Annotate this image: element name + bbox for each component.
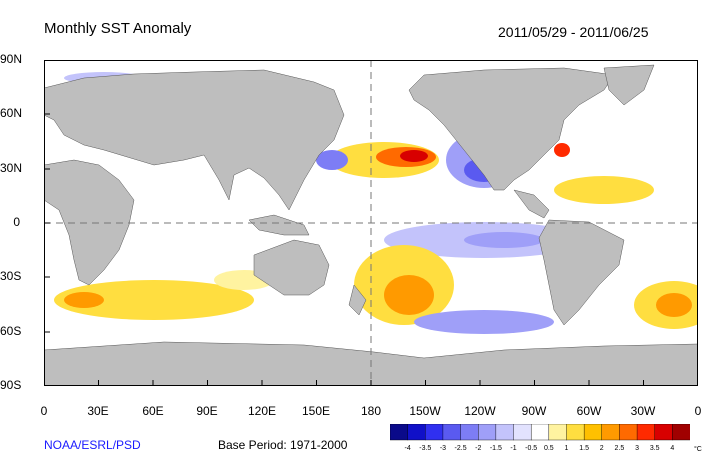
lon-label-150e: 150E — [301, 404, 331, 418]
lon-label-150w: 150W — [409, 404, 441, 418]
lat-label-90s: 90S — [0, 378, 22, 392]
colorbar-tick-label: 4 — [670, 445, 675, 452]
lon-label-60e: 60E — [142, 404, 164, 418]
land-masses — [44, 64, 698, 386]
anomaly-s-indian-hot — [64, 292, 104, 308]
colorbar-swatch — [548, 424, 567, 441]
colorbar-tick-label: 2 — [599, 445, 604, 452]
map-title: Monthly SST Anomaly — [44, 20, 192, 37]
anomaly-kuroshio-cold — [316, 150, 348, 170]
anomaly-eq-pacific-core — [464, 232, 544, 248]
sst-anomaly-map — [44, 60, 698, 386]
colorbar-swatch — [442, 424, 461, 441]
colorbar-swatch — [460, 424, 479, 441]
lat-label-60n: 60N — [0, 106, 23, 120]
colorbar-swatch — [407, 424, 426, 441]
lat-label-eq: 0 — [13, 215, 20, 229]
lon-label-0: 0 — [40, 404, 48, 418]
colorbar-swatch — [654, 424, 673, 441]
colorbar-tick-label: 3 — [635, 445, 639, 452]
colorbar-swatch — [601, 424, 620, 441]
greenland-land — [603, 64, 655, 106]
colorbar-unit: °C — [694, 446, 702, 453]
lon-label-30w: 30W — [630, 404, 656, 418]
lon-label-30e: 30E — [87, 404, 109, 418]
colorbar-tick-label: -3.5 — [419, 445, 432, 452]
credit-text: NOAA/ESRL/PSD — [44, 438, 141, 452]
colorbar-swatch — [672, 424, 690, 441]
colorbar-tick-label: -1 — [510, 445, 517, 452]
colorbar-swatch — [495, 424, 514, 441]
colorbar-tick-label: 3.5 — [649, 445, 660, 452]
lon-label-180: 180 — [360, 404, 382, 418]
eurasia-land — [44, 69, 345, 211]
lon-label-90e: 90E — [196, 404, 218, 418]
lon-label-60w: 60W — [576, 404, 602, 418]
colorbar-swatch — [636, 424, 656, 441]
anomaly-n-atlantic-warm — [554, 176, 654, 204]
south-america-land — [538, 219, 625, 326]
base-period-text: Base Period: 1971-2000 — [218, 438, 348, 452]
colorbar-tick-label: -4 — [404, 445, 411, 452]
colorbar-tick-label: -1.5 — [489, 445, 502, 452]
colorbar-swatch — [478, 424, 497, 441]
colorbar-tick-label: -0.5 — [525, 445, 538, 452]
lon-label-120w: 120W — [464, 404, 496, 418]
central-america-land — [513, 189, 550, 219]
axis-ticks — [44, 60, 698, 386]
anomaly-southern-ocean-cold — [414, 310, 554, 334]
colorbar-swatch — [513, 424, 532, 441]
colorbar-swatch — [566, 424, 585, 441]
colorbar-tick-label: 1 — [564, 445, 569, 452]
lon-label-120e: 120E — [247, 404, 277, 418]
colorbar-swatch — [530, 424, 550, 441]
colorbar-tick-label: -2.5 — [454, 445, 467, 452]
lat-label-30s: 30S — [0, 269, 22, 283]
lon-label-90w: 90W — [521, 404, 547, 418]
maritime-continent-land — [248, 214, 310, 236]
colorbar-tick-label: 0.5 — [543, 445, 554, 452]
anomaly-sw-pacific-hot — [384, 275, 434, 315]
colorbar-tick-label: -3 — [439, 445, 447, 452]
new-zealand-land — [348, 284, 367, 316]
anomaly-n-pacific-core — [400, 150, 428, 162]
colorbar-tick-label: 1.5 — [579, 445, 589, 452]
lon-label-0-east: 0 — [694, 404, 702, 418]
anomaly-s-atlantic-hot — [656, 293, 692, 317]
lat-label-90n: 90N — [0, 52, 23, 66]
anomaly-nw-atlantic-hot — [554, 143, 570, 157]
australia-land — [253, 239, 330, 296]
colorbar-tick-label: 2.5 — [614, 445, 625, 452]
date-range: 2011/05/29 - 2011/06/25 — [498, 24, 649, 40]
colorbar — [390, 424, 690, 441]
colorbar-swatch — [583, 424, 603, 441]
colorbar-tick-label: -2 — [475, 445, 482, 452]
lat-label-60s: 60S — [0, 324, 22, 338]
anomaly-s-indian-warm — [54, 280, 254, 320]
colorbar-swatch — [390, 424, 409, 441]
africa-land — [44, 159, 135, 286]
lat-label-30n: 30N — [0, 161, 23, 175]
colorbar-swatch — [619, 424, 638, 441]
colorbar-swatch — [425, 424, 444, 441]
